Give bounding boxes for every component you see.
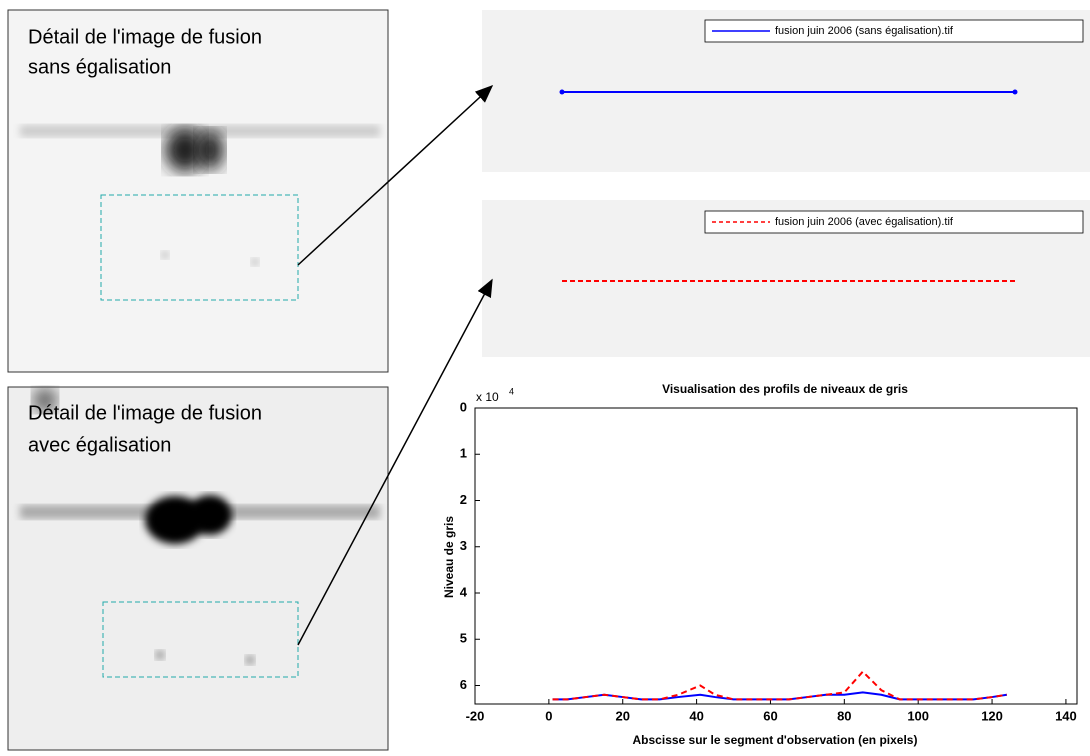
arrow (297, 84, 494, 266)
arrow (297, 278, 493, 646)
y-multiplier-exp: 4 (509, 386, 514, 396)
panel-label: Détail de l'image de fusion (28, 26, 262, 48)
profile-strip: fusion juin 2006 (avec égalisation).tif (482, 200, 1090, 357)
plot-area (474, 407, 1078, 705)
y-tick-label: 1 (460, 446, 467, 461)
y-multiplier: x 10 (476, 390, 499, 404)
x-tick-label: 0 (545, 708, 552, 723)
x-tick-label: 120 (981, 708, 1003, 723)
x-tick-label: -20 (466, 708, 485, 723)
x-tick-label: 80 (837, 708, 851, 723)
x-tick-label: 60 (763, 708, 777, 723)
chart-title: Visualisation des profils de niveaux de … (662, 382, 908, 396)
y-tick-label: 0 (460, 399, 467, 414)
y-tick-label: 4 (460, 584, 468, 599)
legend-label: fusion juin 2006 (sans égalisation).tif (775, 25, 954, 37)
panel-label: Détail de l'image de fusion (28, 402, 262, 424)
panel-label: avec égalisation (28, 434, 171, 456)
series-line (552, 670, 1007, 701)
y-tick-label: 3 (460, 538, 467, 553)
y-tick-label: 6 (460, 677, 467, 692)
y-tick-label: 5 (460, 631, 467, 646)
legend-label: fusion juin 2006 (avec égalisation).tif (775, 216, 954, 228)
y-axis-label: Niveau de gris (442, 516, 456, 598)
x-tick-label: 100 (907, 708, 929, 723)
x-tick-label: 140 (1055, 708, 1077, 723)
image-panel: Détail de l'image de fusion avec égalisa… (7, 386, 389, 751)
x-tick-label: 20 (615, 708, 629, 723)
panel-label: sans égalisation (28, 56, 171, 78)
x-tick-label: 40 (689, 708, 703, 723)
profile-strip: fusion juin 2006 (sans égalisation).tif (482, 10, 1090, 172)
x-axis-label: Abscisse sur le segment d'observation (e… (633, 733, 918, 747)
y-tick-label: 2 (460, 492, 467, 507)
image-panel: Détail de l'image de fusion sans égalisa… (7, 9, 389, 373)
